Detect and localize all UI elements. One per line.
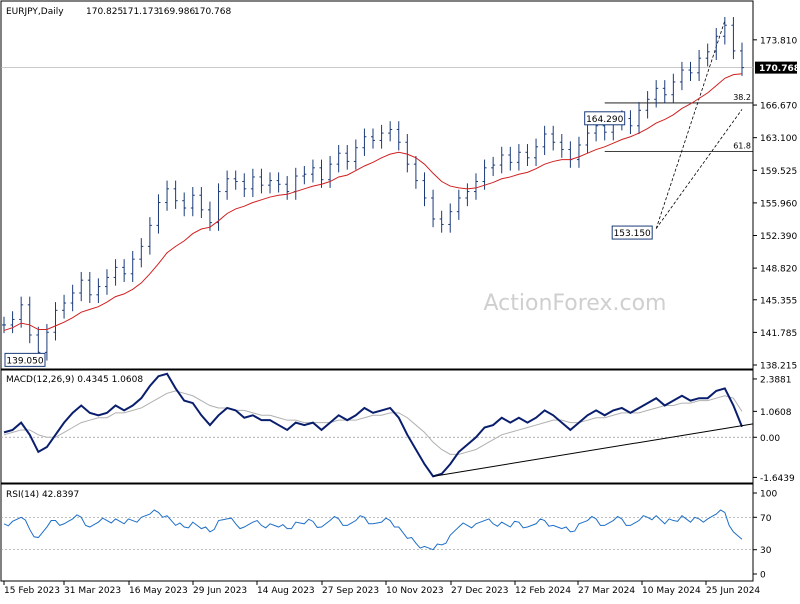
annotation-box-164.290 <box>584 111 626 126</box>
fib-label-61.8: 61.8 <box>733 141 751 150</box>
header-open: 170.825 <box>86 7 123 17</box>
price-y-label: 173.810 <box>760 36 797 46</box>
x-axis-label: 16 May 2023 <box>129 586 188 596</box>
macd-trendline <box>432 423 754 477</box>
fib-label-38.2: 38.2 <box>733 93 751 102</box>
macd-y-label: 1.0608 <box>760 408 792 418</box>
x-axis-label: 27 Mar 2024 <box>578 586 635 596</box>
price-y-label: 148.820 <box>760 265 797 275</box>
current-price-tag-bg <box>755 61 797 74</box>
annotation-box-139.050 <box>4 352 46 367</box>
rsi-panel-frame <box>0 483 754 582</box>
watermark: ActionForex.com <box>484 291 667 316</box>
rsi-y-label: 70 <box>760 514 772 524</box>
annotation-box-153.150 <box>611 225 653 240</box>
annotation-label-139.050: 139.050 <box>6 356 43 366</box>
macd-panel-frame <box>0 369 754 484</box>
macd-line <box>3 372 743 478</box>
header-symbol: EURJPY,Daily <box>6 7 64 17</box>
x-axis-label: 27 Dec 2023 <box>451 586 509 596</box>
x-axis-label: 14 Aug 2023 <box>257 586 315 596</box>
x-axis-label: 10 Nov 2023 <box>386 586 444 596</box>
price-panel-frame <box>0 0 754 370</box>
rsi-y-label: 30 <box>760 546 772 556</box>
price-y-label: 155.960 <box>760 199 797 209</box>
price-y-label: 152.390 <box>760 232 797 242</box>
price-y-label: 159.525 <box>760 167 797 177</box>
rsi-y-label: 100 <box>760 490 777 500</box>
header-high: 171.173 <box>122 7 159 17</box>
price-y-label: 138.215 <box>760 362 797 372</box>
x-axis-label: 15 Feb 2023 <box>4 586 60 596</box>
price-y-label: 166.670 <box>760 102 797 112</box>
price-y-label: 145.355 <box>760 296 797 306</box>
macd-y-label: 0.00 <box>760 434 780 444</box>
macd-y-label: -1.6439 <box>760 474 795 484</box>
macd-layer <box>1 372 754 478</box>
rsi-line <box>3 509 743 551</box>
annotation-label-164.290: 164.290 <box>586 115 623 125</box>
header-close: 170.768 <box>194 7 231 17</box>
ema-line <box>3 73 743 331</box>
rsi-title: RSI(14) 42.8397 <box>6 490 79 500</box>
header-low: 169.986 <box>158 7 195 17</box>
channel-upper <box>655 20 726 229</box>
x-axis-label: 12 Feb 2024 <box>515 586 571 596</box>
x-axis-label: 10 May 2024 <box>642 586 701 596</box>
price-y-label: 141.785 <box>760 329 797 339</box>
macd-y-label: 2.3881 <box>760 375 792 385</box>
x-axis-label: 25 Jun 2024 <box>706 586 760 596</box>
channel-lower <box>655 109 743 229</box>
rsi-y-label: 0 <box>760 571 766 581</box>
macd-title: MACD(12,26,9) 0.4345 1.0608 <box>6 375 143 385</box>
annotation-label-153.150: 153.150 <box>614 229 651 239</box>
x-axis-label: 31 Mar 2023 <box>64 586 121 596</box>
axis-layer: 173.810 170.768 166.670 163.100 159.525 155.9… <box>3 36 800 596</box>
rsi-layer <box>1 509 753 551</box>
x-axis-label: 29 Jun 2023 <box>193 586 247 596</box>
macd-signal-line <box>3 390 743 455</box>
price-y-label: 163.100 <box>760 134 797 144</box>
x-axis-label: 27 Sep 2023 <box>322 586 379 596</box>
current-price-tag: 170.768 <box>759 64 800 74</box>
